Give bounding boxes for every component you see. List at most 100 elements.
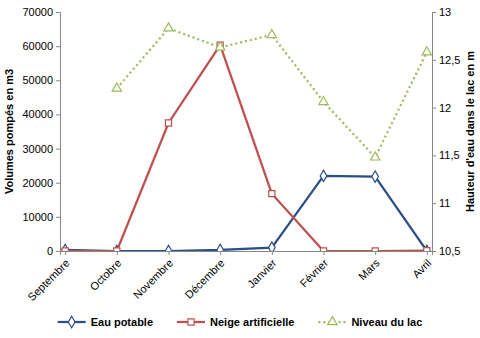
series-marker: [164, 23, 173, 31]
y2-tick-label: 12: [439, 102, 451, 114]
y-axis-title: Volumes pompés en m3: [3, 69, 15, 194]
y2-tick: 13: [432, 6, 451, 18]
y-tick-mark: [56, 251, 60, 252]
series-marker: [217, 244, 224, 251]
x-tick: Mars: [356, 251, 382, 282]
x-axis-line: [61, 252, 433, 256]
series-marker: [62, 244, 69, 251]
y-tick-mark: [56, 149, 60, 150]
chart: 0 10000 20000 30000 40000 50000 60000 70000 10,5…: [0, 0, 480, 338]
legend-marker: [188, 319, 194, 325]
x-tick-mark: [272, 251, 273, 255]
y-tick-label: 50000: [22, 74, 53, 86]
x-tick-label: Mars: [356, 256, 382, 282]
y2-axis-line: [433, 13, 437, 252]
y2-tick-label: 12,5: [439, 54, 460, 66]
y-tick-label: 60000: [22, 40, 53, 52]
y2-tick-label: 11: [439, 197, 450, 209]
y-tick-label: 20000: [22, 177, 53, 189]
y2-tick: 11,5: [432, 149, 460, 161]
x-tick: Octobre: [87, 251, 123, 293]
y2-tick-label: 13: [439, 6, 451, 18]
y-tick: 40000: [22, 108, 60, 120]
y2-axis: 10,5 11 11,5 12 12,5 13: [432, 6, 460, 257]
series-marker: [269, 242, 276, 251]
y-axis: 0 10000 20000 30000 40000 50000 60000 70000: [22, 6, 60, 257]
series-marker: [372, 248, 378, 251]
x-tick-mark: [169, 251, 170, 255]
y-tick-mark: [56, 114, 60, 115]
series-marker: [319, 96, 328, 104]
series-marker: [422, 47, 431, 55]
series-marker: [424, 248, 430, 251]
x-tick-mark: [220, 251, 221, 255]
series-marker: [269, 191, 275, 197]
x-tick-label: Septembre: [25, 257, 72, 304]
legend-item: Eau potable: [58, 316, 153, 328]
y-tick: 0: [47, 245, 60, 257]
y-tick-mark: [56, 217, 60, 218]
series-marker: [370, 152, 379, 160]
y2-tick-mark: [432, 60, 436, 61]
x-tick: Septembre: [25, 251, 72, 303]
y-tick-label: 40000: [22, 108, 53, 120]
x-tick: Novembre: [131, 251, 175, 301]
series-marker: [372, 171, 379, 182]
y2-tick-mark: [432, 203, 436, 204]
y-tick: 50000: [22, 74, 60, 86]
x-tick: Février: [297, 251, 330, 289]
y-tick-label: 70000: [22, 6, 53, 18]
x-axis: Septembre OctobreNovembreDécembre Janvier F…: [25, 251, 433, 303]
y-tick: 20000: [22, 177, 60, 189]
x-tick-mark: [375, 251, 376, 255]
x-tick: Décembre: [182, 251, 226, 301]
x-tick-mark: [117, 251, 118, 255]
series-line: [65, 176, 427, 251]
y-tick-mark: [56, 183, 60, 184]
y2-tick-label: 11,5: [439, 149, 460, 161]
series-marker: [114, 248, 120, 251]
x-tick-mark: [427, 251, 428, 255]
y-tick-mark: [56, 12, 60, 13]
y2-tick-mark: [432, 108, 436, 109]
x-tick: Janvier: [245, 251, 279, 290]
legend-item: Niveau du lac: [318, 316, 422, 328]
x-tick-mark: [324, 251, 325, 255]
x-tick-label: Janvier: [245, 256, 279, 290]
series-marker: [165, 245, 172, 251]
y-tick-label: 0: [47, 245, 53, 257]
y-tick: 70000: [22, 6, 60, 18]
x-tick-label: Décembre: [182, 257, 226, 301]
x-tick-mark: [65, 251, 66, 255]
y2-tick: 11: [432, 197, 450, 209]
x-tick: Avril: [410, 251, 433, 280]
x-tick-label: Février: [297, 256, 330, 289]
legend-label: Neige artificielle: [210, 316, 294, 328]
y-tick-mark: [56, 80, 60, 81]
y-axis-line: [56, 13, 61, 252]
y2-tick: 10,5: [432, 245, 460, 257]
legend: Eau potable Neige artificielle Niveau du l…: [58, 316, 423, 328]
legend-marker: [328, 317, 337, 325]
legend-label: Niveau du lac: [351, 316, 422, 328]
series-marker: [62, 248, 68, 251]
x-tick-label: Avril: [410, 257, 433, 280]
y-tick-mark: [56, 46, 60, 47]
series-line: [117, 28, 427, 157]
y2-tick-mark: [432, 12, 436, 13]
legend-marker: [68, 316, 75, 327]
y-tick-label: 10000: [22, 211, 53, 223]
y2-tick-label: 10,5: [439, 245, 460, 257]
y2-tick-mark: [432, 155, 436, 156]
plot-area: [62, 23, 432, 251]
series-marker: [267, 30, 276, 38]
series-marker: [424, 245, 431, 251]
y-tick: 30000: [22, 143, 60, 155]
y-tick: 10000: [22, 211, 60, 223]
y-tick: 60000: [22, 40, 60, 52]
y2-axis-title: Hauteur d'eau dans le lac en m: [464, 51, 476, 212]
x-tick-label: Octobre: [87, 257, 123, 293]
y2-tick: 12,5: [432, 54, 460, 66]
x-tick-label: Novembre: [131, 257, 175, 301]
series-line: [65, 45, 427, 251]
